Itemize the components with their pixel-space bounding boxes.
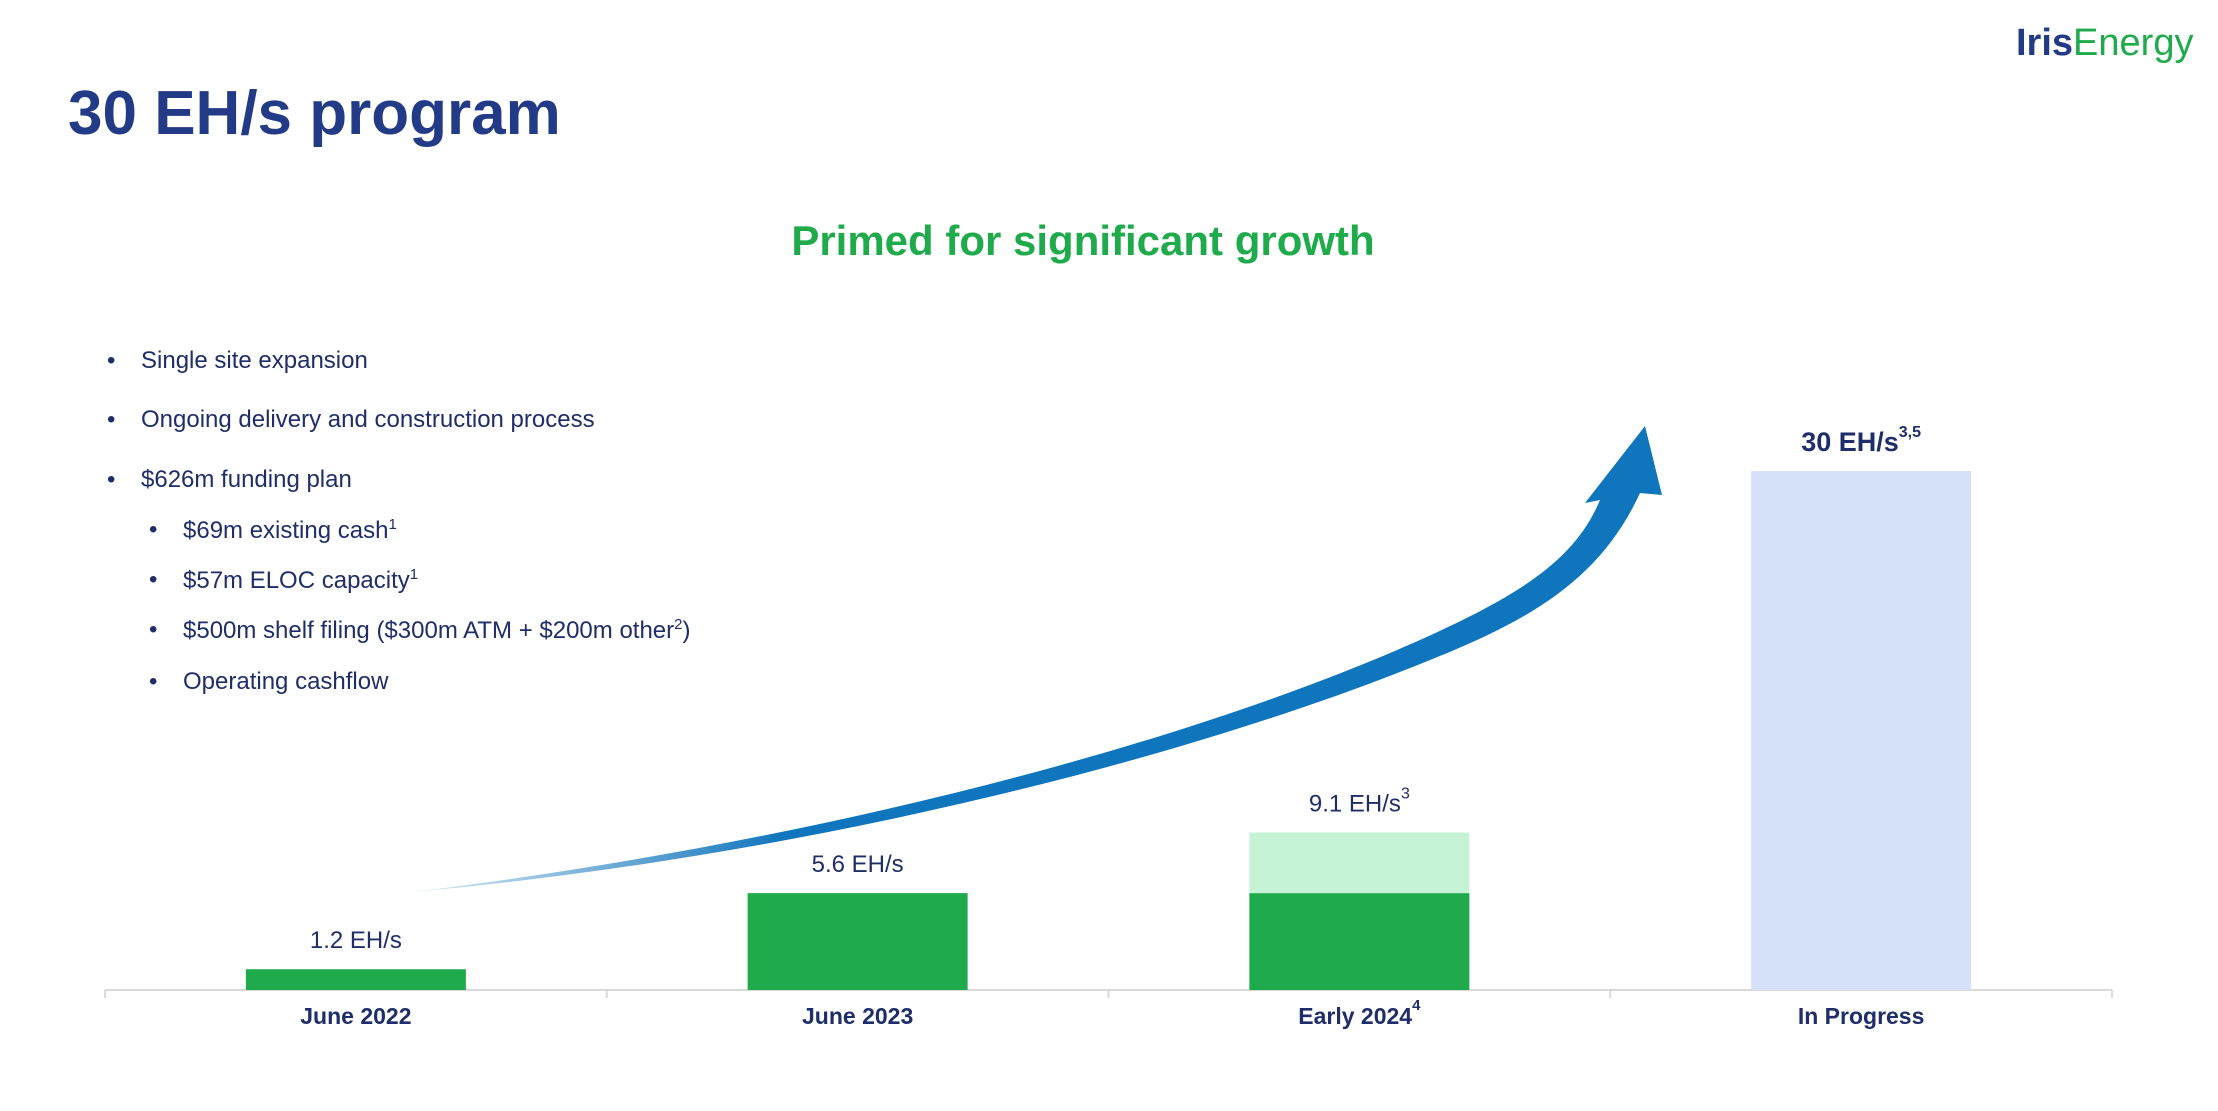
category-text: June 2022 [300,1003,411,1029]
bullet: Ongoing delivery and construction proces… [107,406,595,434]
growth-arrow [412,426,1662,892]
bullet-text: Operating cashflow [183,668,389,695]
value-label: 9.1 EH/s3 [1309,786,1410,818]
category-text: In Progress [1798,1003,1925,1029]
logo-text: Iris [2016,22,2074,64]
bar [1249,893,1470,990]
value-label-text: 1.2 EH/s [310,928,402,955]
x-tick-label: In Progress [1798,1003,1925,1029]
chart-title: Primed for significant growth [791,217,1374,264]
sub-bullet: $500m shelf filing ($300m ATM + $200m ot… [149,616,691,645]
footnote-ref: 4 [1412,997,1421,1014]
logo-text: Energy [2073,22,2194,64]
category-text: Early 2024 [1298,1003,1412,1029]
sub-bullet: $57m ELOC capacity1 [149,566,419,595]
category-text: June 2023 [802,1003,913,1029]
value-label-text: 5.6 EH/s [812,851,904,878]
bar [245,969,466,990]
sub-bullet: $69m existing cash1 [149,516,397,545]
bullet-text: $69m existing cash [183,517,389,544]
x-tick-label: June 2023 [802,1003,913,1029]
bullet-text: ) [682,617,691,644]
value-label: 1.2 EH/s [310,928,402,955]
footnote-ref: 3 [1401,786,1410,803]
footnote-ref: 1 [388,516,397,533]
footnote-ref: 2 [674,616,683,633]
sub-bullet: Operating cashflow [149,668,389,696]
logo: IrisEnergy [2016,22,2193,65]
bar [1751,471,1972,990]
value-label-text: 9.1 EH/s [1309,791,1401,818]
bullet-text: $500m shelf filing ($300m ATM + $200m ot… [183,617,675,644]
bar [747,893,968,990]
bullet: Single site expansion [107,347,368,375]
bullet-text: $57m ELOC capacity [183,567,410,594]
value-label: 5.6 EH/s [812,851,904,878]
footnote-ref: 1 [409,566,419,583]
value-label-text: 30 EH/s [1801,427,1899,457]
footnote-ref: 3,5 [1899,424,1921,441]
value-label: 30 EH/s3,5 [1801,424,1921,457]
x-tick-label: Early 20244 [1298,997,1421,1029]
bar [1249,832,1470,894]
bullet: $626m funding plan [107,466,352,494]
x-tick-label: June 2022 [300,1003,411,1029]
page-title: 30 EH/s program [68,79,561,148]
